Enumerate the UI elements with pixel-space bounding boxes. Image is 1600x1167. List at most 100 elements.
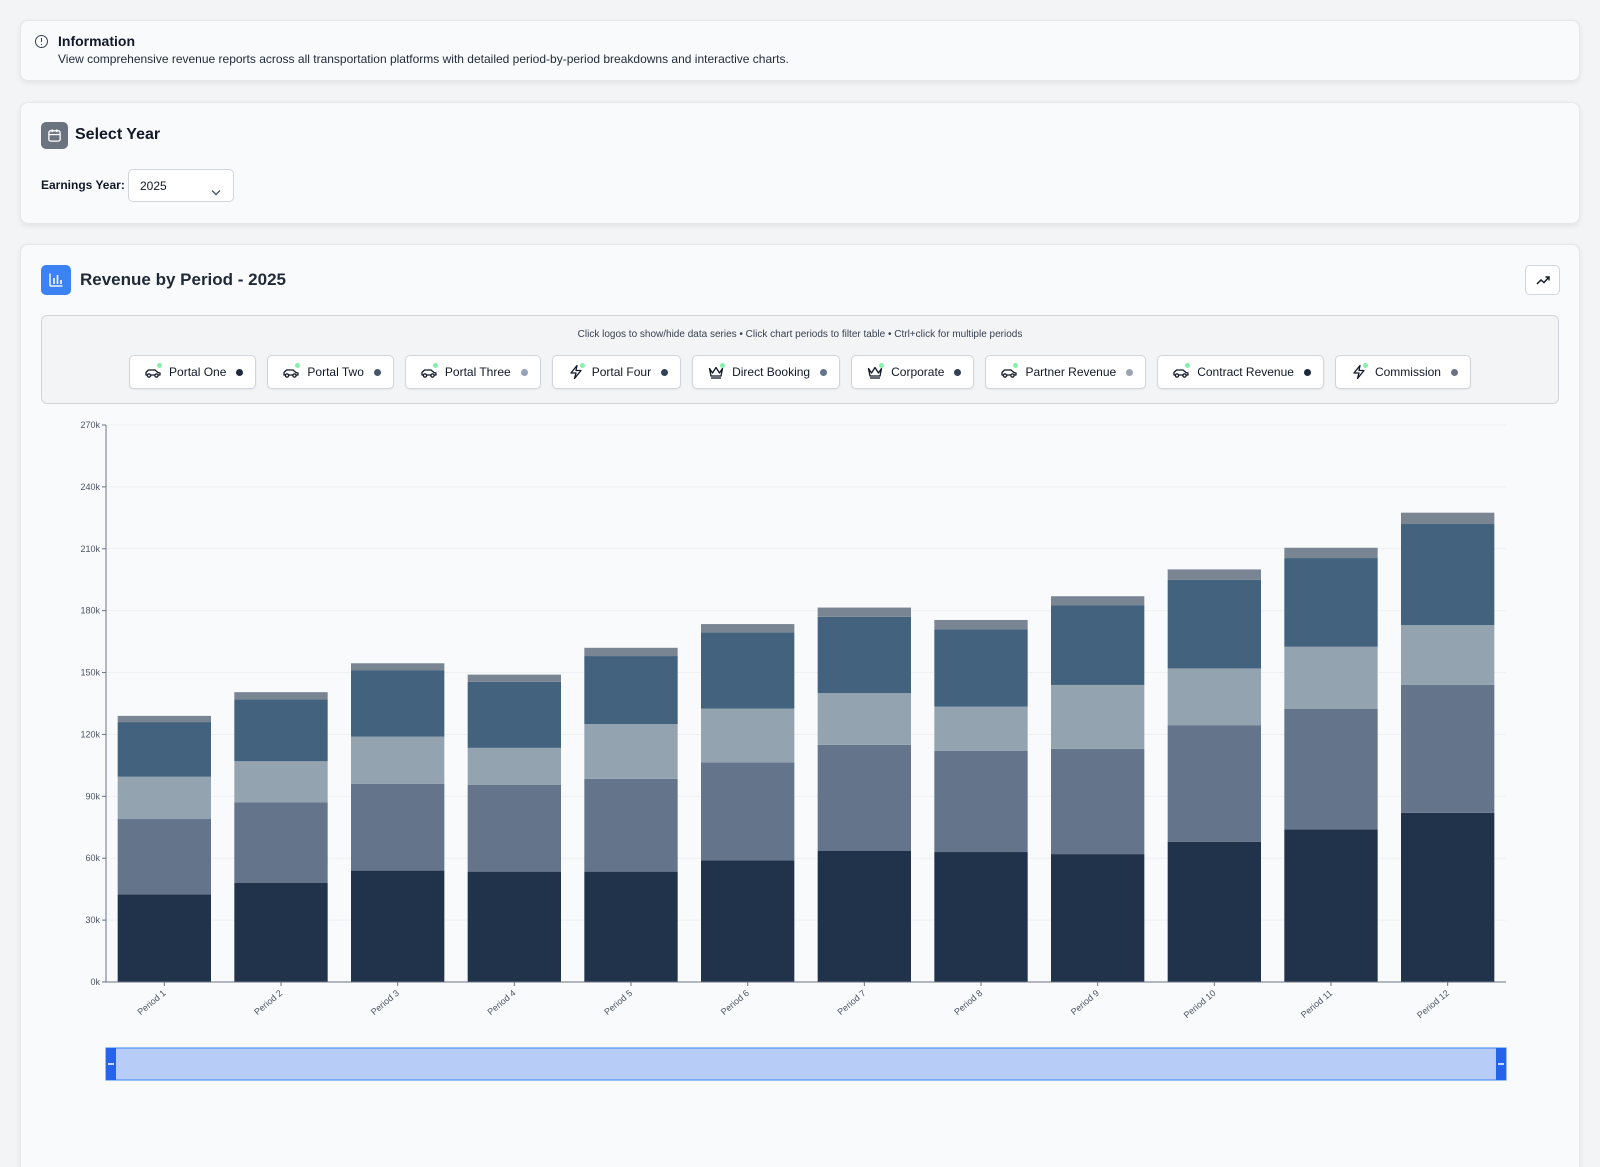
bar-segment[interactable] [934,629,1028,707]
car-icon [420,363,438,380]
revenue-chart-card: Revenue by Period - 2025 Click logos to … [20,244,1580,1167]
bar-segment[interactable] [817,616,911,694]
y-tick-label: 240k [80,482,100,492]
bar-chart-icon [41,265,71,295]
bar-segment[interactable] [117,715,211,723]
bar-segment[interactable] [351,663,445,671]
trend-view-button[interactable] [1525,265,1560,295]
bar-segment[interactable] [1284,708,1378,830]
bar-segment[interactable] [584,647,678,657]
x-tick-label: Period 3 [369,988,401,1017]
legend-label: Portal Four [591,365,652,379]
bar-segment[interactable] [1401,512,1495,525]
legend-toggle-partner-revenue[interactable]: Partner Revenue [985,355,1147,389]
bar-segment[interactable] [817,851,911,982]
bar-segment[interactable] [701,762,795,861]
range-slider[interactable] [105,1047,1507,1081]
bar-segment[interactable] [817,607,911,617]
x-tick-label: Period 9 [1069,988,1101,1017]
bar-segment[interactable] [1284,558,1378,647]
bar-segment[interactable] [117,776,211,820]
trending-up-icon [1536,276,1550,285]
bar-segment[interactable] [817,693,911,745]
bar-segment[interactable] [117,722,211,777]
legend-color-dot [1126,368,1134,376]
bar-segment[interactable] [1051,684,1145,749]
legend-toggle-direct-booking[interactable]: Direct Booking [692,355,841,389]
bar-segment[interactable] [1401,524,1495,626]
bar-segment[interactable] [117,894,211,982]
legend-label: Partner Revenue [1025,365,1117,379]
bar-segment[interactable] [1167,668,1261,726]
car-icon [1172,363,1191,380]
bar-segment[interactable] [467,681,561,748]
bar-segment[interactable] [701,860,795,982]
information-title: Information [58,33,135,49]
car-icon [282,363,301,380]
bar-segment[interactable] [351,670,445,737]
bar-segment[interactable] [234,699,328,762]
bar-segment[interactable] [1284,829,1378,982]
bar-segment[interactable] [1401,812,1495,982]
bolt-icon [1350,363,1368,380]
legend-color-dot [373,368,381,376]
bar-segment[interactable] [584,656,678,725]
bar-segment[interactable] [1167,569,1261,580]
bar-segment[interactable] [701,708,795,763]
bar-segment[interactable] [1284,547,1378,559]
bar-segment[interactable] [1051,748,1145,855]
bar-segment[interactable] [1284,646,1378,709]
bar-segment[interactable] [234,761,328,803]
bar-segment[interactable] [584,778,678,872]
bar-segment[interactable] [934,750,1028,853]
bar-segment[interactable] [467,871,561,982]
bar-segment[interactable] [1051,854,1145,982]
bar-segment[interactable] [1051,605,1145,685]
bar-segment[interactable] [584,724,678,779]
bar-segment[interactable] [1167,841,1261,982]
legend-toggle-portal-three[interactable]: Portal Three [404,355,541,389]
legend-label: Direct Booking [732,365,811,379]
bolt-icon [567,363,585,380]
x-tick-label: Period 5 [602,988,634,1017]
legend-toggle-portal-one[interactable]: Portal One [129,355,257,389]
bar-segment[interactable] [701,632,795,709]
information-banner: Information View comprehensive revenue r… [20,20,1580,81]
earnings-year-select[interactable]: 2025 [128,169,234,202]
legend-toggle-portal-two[interactable]: Portal Two [267,355,394,389]
bar-segment[interactable] [934,852,1028,982]
bar-segment[interactable] [234,882,328,982]
bar-segment[interactable] [117,819,211,895]
bar-segment[interactable] [1051,596,1145,606]
legend-toggle-corporate[interactable]: Corporate [851,355,975,389]
bar-segment[interactable] [234,802,328,883]
bar-segment[interactable] [1167,725,1261,842]
bar-segment[interactable] [701,624,795,633]
x-tick-label: Period 4 [486,988,518,1017]
y-tick-label: 30k [85,915,100,925]
bar-segment[interactable] [934,706,1028,751]
legend-color-dot [820,368,828,376]
legend-toggle-commission[interactable]: Commission [1334,355,1471,389]
x-tick-label: Period 6 [719,988,751,1017]
bar-segment[interactable] [467,747,561,785]
bar-segment[interactable] [1401,684,1495,813]
information-description: View comprehensive revenue reports acros… [58,52,789,66]
calendar-icon [41,122,68,149]
legend-label: Portal One [169,365,227,379]
bar-segment[interactable] [934,619,1028,630]
bar-segment[interactable] [467,784,561,872]
bar-segment[interactable] [351,870,445,982]
bar-segment[interactable] [234,692,328,700]
bar-segment[interactable] [1401,625,1495,685]
stacked-bar-chart[interactable]: 0k 30k 60k 90k 120k 150k 180k 210k 240k 270k Perio… [21,415,1581,1115]
bar-segment[interactable] [351,783,445,871]
legend-toggle-portal-four[interactable]: Portal Four [551,355,682,389]
bar-segment[interactable] [1167,579,1261,669]
bar-segment[interactable] [817,744,911,852]
crown-icon [707,363,726,380]
bar-segment[interactable] [351,736,445,784]
legend-toggle-contract-revenue[interactable]: Contract Revenue [1157,355,1324,389]
bar-segment[interactable] [467,674,561,682]
bar-segment[interactable] [584,871,678,982]
